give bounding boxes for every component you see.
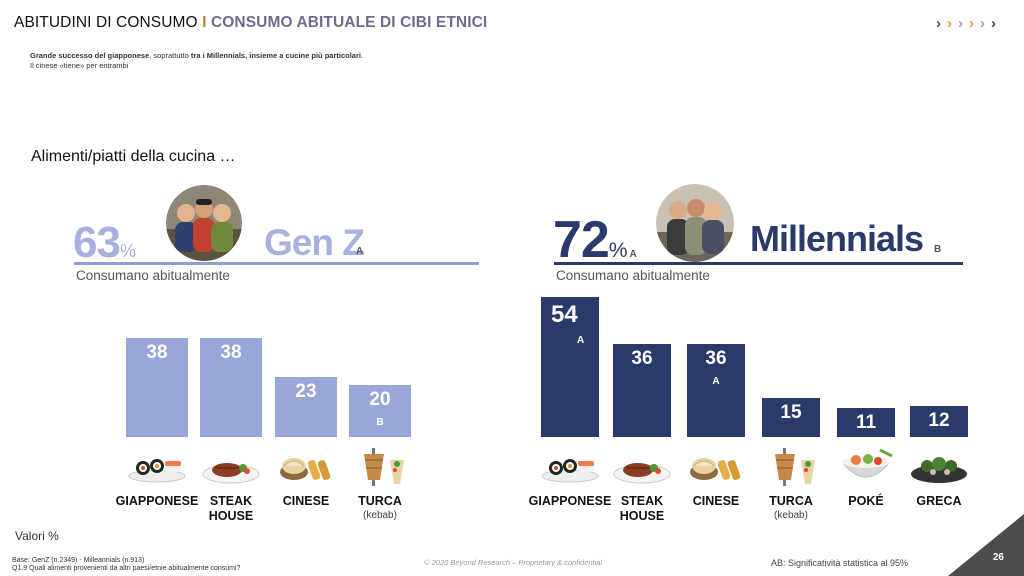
subtitle-normal-b: . bbox=[360, 51, 364, 60]
mill-bar bbox=[613, 343, 671, 437]
header-separator: I bbox=[202, 14, 207, 31]
dumplings-icon bbox=[686, 446, 746, 495]
mill-bar bbox=[762, 398, 820, 437]
genz-bar-significance: B bbox=[376, 417, 384, 429]
mill-bar bbox=[687, 343, 745, 437]
mill-bar-value-label: 11 bbox=[855, 412, 877, 434]
header-prefix: ABITUDINI DI CONSUMO bbox=[14, 14, 198, 31]
genz-percentage: 63% bbox=[73, 218, 136, 268]
section-lead: Alimenti/piatti della cucina … bbox=[31, 148, 236, 165]
mill-bar-value-label: 36 bbox=[631, 347, 653, 369]
kebab-icon bbox=[761, 446, 821, 495]
subtitle-bold-a: Grande successo del giapponese bbox=[30, 51, 150, 60]
genz-bar-value-label: 23 bbox=[295, 381, 317, 403]
footer-copyright: © 2020 Beyond Research – Proprietary & c… bbox=[424, 558, 603, 567]
chevron-right-icon: › bbox=[958, 15, 963, 32]
header-main-title: CONSUMO ABITUALE DI CIBI ETNICI bbox=[210, 14, 488, 31]
mill-pct-sign: % bbox=[608, 239, 628, 262]
mill-bar-significance: A bbox=[577, 335, 585, 346]
genz-significance: A bbox=[356, 246, 364, 257]
mill-category-note: (kebab) bbox=[774, 510, 808, 521]
mill-bar bbox=[541, 297, 599, 437]
mill-divider bbox=[554, 262, 963, 265]
mill-category-label: STEAK HOUSE bbox=[619, 494, 665, 523]
mill-category-label: GIAPPONESE bbox=[528, 494, 612, 508]
mill-consume-label: Consumano abitualmente bbox=[556, 268, 710, 283]
genz-divider bbox=[74, 262, 479, 265]
genz-bar-value-label: 38 bbox=[146, 342, 168, 364]
kebab-icon bbox=[350, 446, 410, 495]
mill-category-label: TURCA bbox=[769, 494, 813, 508]
mill-pct-value: 72 bbox=[553, 211, 610, 269]
subtitle-line-2: Il cinese «tiene» per entrambi bbox=[30, 61, 129, 70]
mill-bar bbox=[837, 408, 895, 437]
mill-category-label: POKÉ bbox=[848, 494, 884, 508]
genz-group-name: Gen Z bbox=[264, 222, 365, 263]
genz-category-label: STEAK HOUSE bbox=[208, 494, 254, 523]
steak-plate-icon bbox=[201, 446, 261, 495]
header-title: ABITUDINI DI CONSUMO I CONSUMO ABITUALE … bbox=[14, 14, 487, 32]
footer-base: Base: GenZ (n.2349) - Milleannials (n.91… bbox=[12, 557, 240, 573]
mill-pct-significance: A bbox=[629, 249, 637, 260]
chevron-right-icon: › bbox=[936, 15, 941, 32]
sushi-icon bbox=[127, 446, 187, 495]
mill-category-label: CINESE bbox=[692, 494, 740, 508]
group-photo-genz bbox=[166, 185, 242, 261]
genz-bar-value-label: 20 bbox=[369, 389, 391, 411]
chevron-right-icon: › bbox=[969, 15, 974, 32]
values-unit-note: Valori % bbox=[15, 529, 59, 543]
genz-bar-value-label: 38 bbox=[220, 342, 242, 364]
mill-bar-significance: A bbox=[712, 375, 720, 387]
mill-bar-value-label: 15 bbox=[780, 402, 802, 424]
genz-bar bbox=[275, 377, 337, 437]
genz-pct-value: 63 bbox=[73, 218, 121, 267]
chevrons-right-icon: › › › › › › bbox=[936, 15, 1002, 32]
mill-bar bbox=[910, 405, 968, 437]
genz-consume-label: Consumano abitualmente bbox=[76, 268, 230, 283]
dumplings-icon bbox=[276, 446, 336, 495]
subtitle-line-1: Grande successo del giapponese, soprattu… bbox=[30, 51, 363, 60]
mill-bar-value-label: 12 bbox=[928, 409, 950, 431]
page-number: 26 bbox=[992, 552, 1004, 563]
mill-significance: B bbox=[934, 244, 942, 255]
genz-category-label: CINESE bbox=[282, 494, 330, 508]
footer-question: Q1.9 Quali alimenti provenienti da altri… bbox=[12, 565, 241, 572]
genz-category-label: TURCA bbox=[358, 494, 402, 508]
genz-bar bbox=[126, 338, 188, 437]
sushi-icon bbox=[540, 446, 600, 495]
group-photo-millennials bbox=[656, 184, 734, 262]
genz-bar bbox=[200, 338, 262, 437]
footer-base-sample: Base: GenZ (n.2349) - Milleannials (n.91… bbox=[12, 557, 145, 564]
subtitle-bold-b: tra i Millennials, insieme a cucine più … bbox=[190, 51, 361, 60]
chevron-right-icon: › bbox=[991, 15, 996, 32]
steak-plate-icon bbox=[612, 446, 672, 495]
greek-dish-icon bbox=[909, 446, 969, 495]
chevron-right-icon: › bbox=[947, 15, 952, 32]
poke-bowl-icon bbox=[836, 446, 896, 495]
footer-significance-note: AB: Significatività statistica al 95% bbox=[771, 558, 909, 568]
genz-category-label: GIAPPONESE bbox=[115, 494, 199, 508]
mill-percentage: 72% A bbox=[553, 210, 637, 270]
page-corner-triangle bbox=[948, 514, 1024, 576]
mill-group-name: Millennials bbox=[750, 218, 924, 259]
genz-category-note: (kebab) bbox=[363, 510, 397, 521]
mill-bar-value-label: 36 bbox=[705, 347, 727, 369]
mill-bar-value-label: 54 bbox=[551, 301, 578, 328]
genz-pct-sign: % bbox=[119, 241, 136, 261]
genz-bar bbox=[349, 385, 411, 437]
mill-category-label: GRECA bbox=[916, 494, 962, 508]
chevron-right-icon: › bbox=[980, 15, 985, 32]
subtitle-normal-a: , soprattutto bbox=[149, 51, 191, 60]
